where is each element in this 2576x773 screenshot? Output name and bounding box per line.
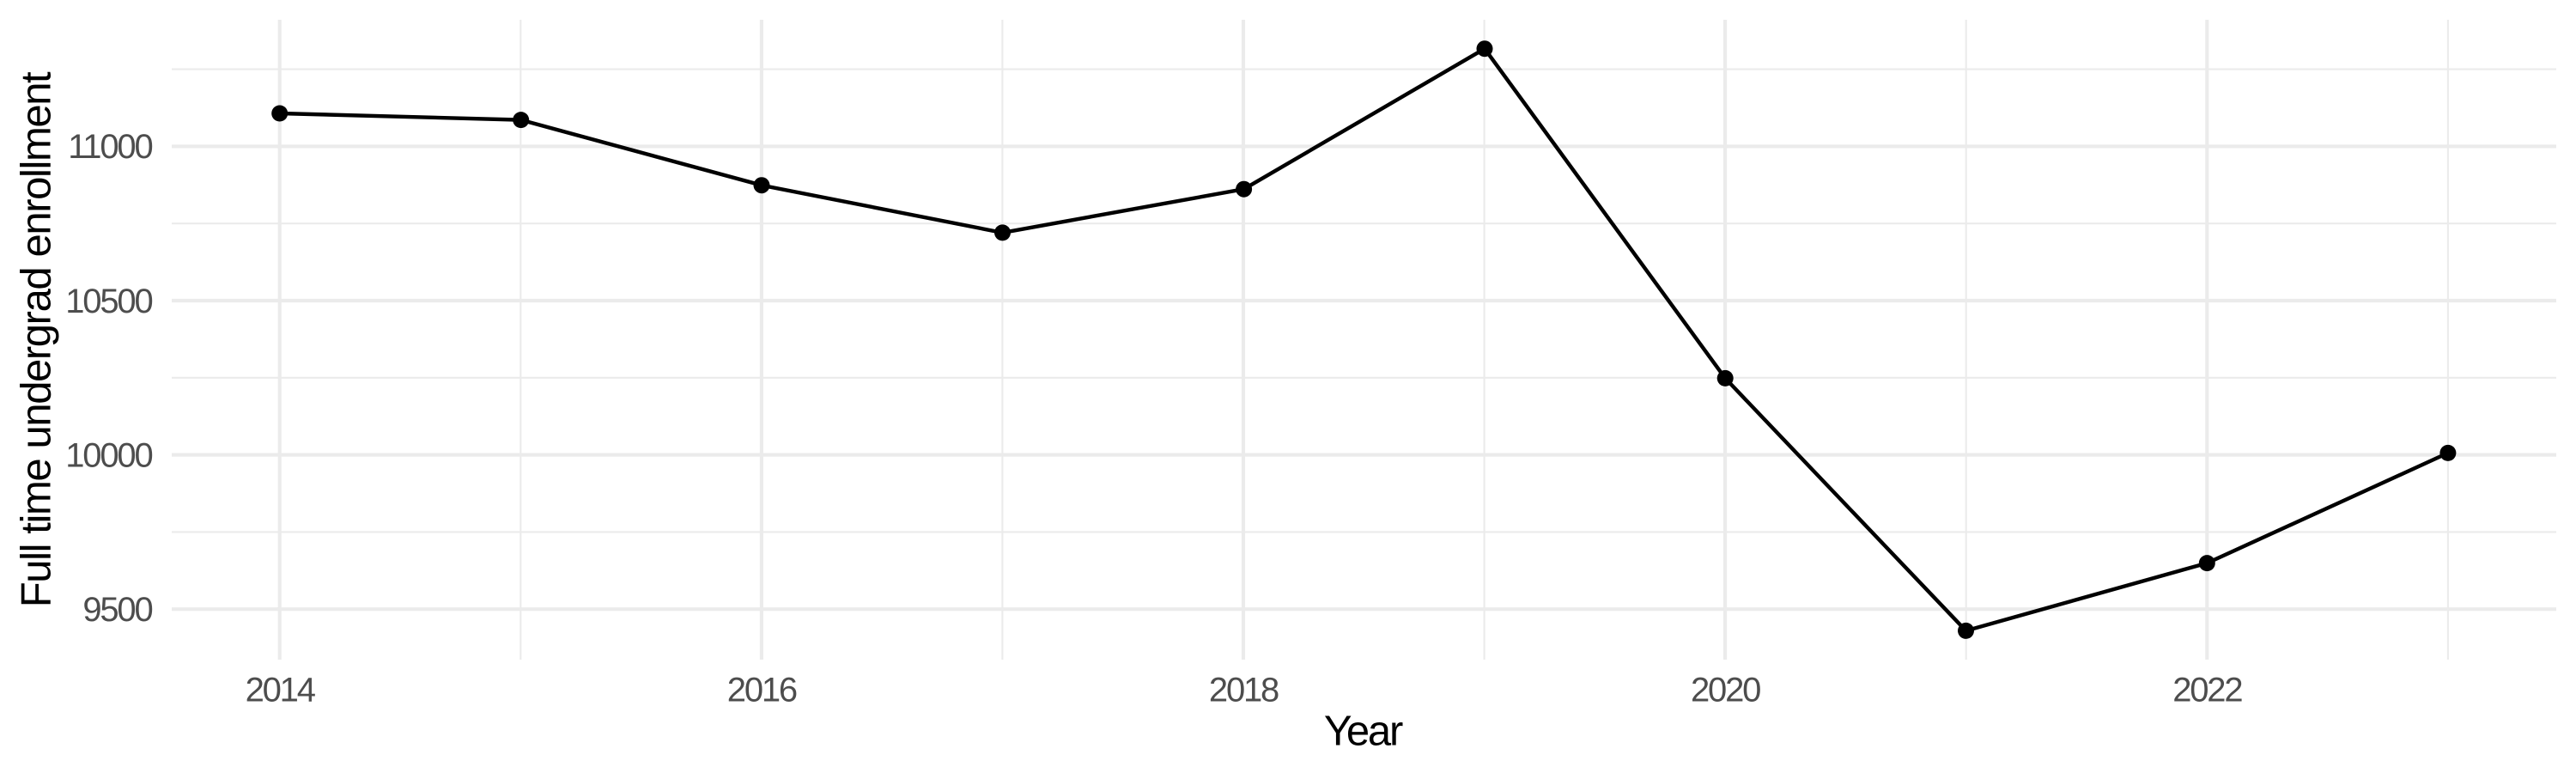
svg-text:10500: 10500 bbox=[65, 283, 152, 320]
svg-text:9500: 9500 bbox=[82, 591, 152, 629]
svg-text:Year: Year bbox=[1324, 709, 1403, 755]
svg-text:Full time undergrad enrollment: Full time undergrad enrollment bbox=[14, 71, 60, 607]
svg-text:2016: 2016 bbox=[727, 671, 797, 709]
svg-text:2018: 2018 bbox=[1209, 671, 1279, 709]
svg-text:10000: 10000 bbox=[65, 436, 152, 474]
svg-text:2020: 2020 bbox=[1691, 671, 1760, 709]
svg-text:2022: 2022 bbox=[2172, 671, 2242, 709]
svg-text:2014: 2014 bbox=[246, 671, 316, 709]
svg-text:11000: 11000 bbox=[68, 128, 152, 166]
